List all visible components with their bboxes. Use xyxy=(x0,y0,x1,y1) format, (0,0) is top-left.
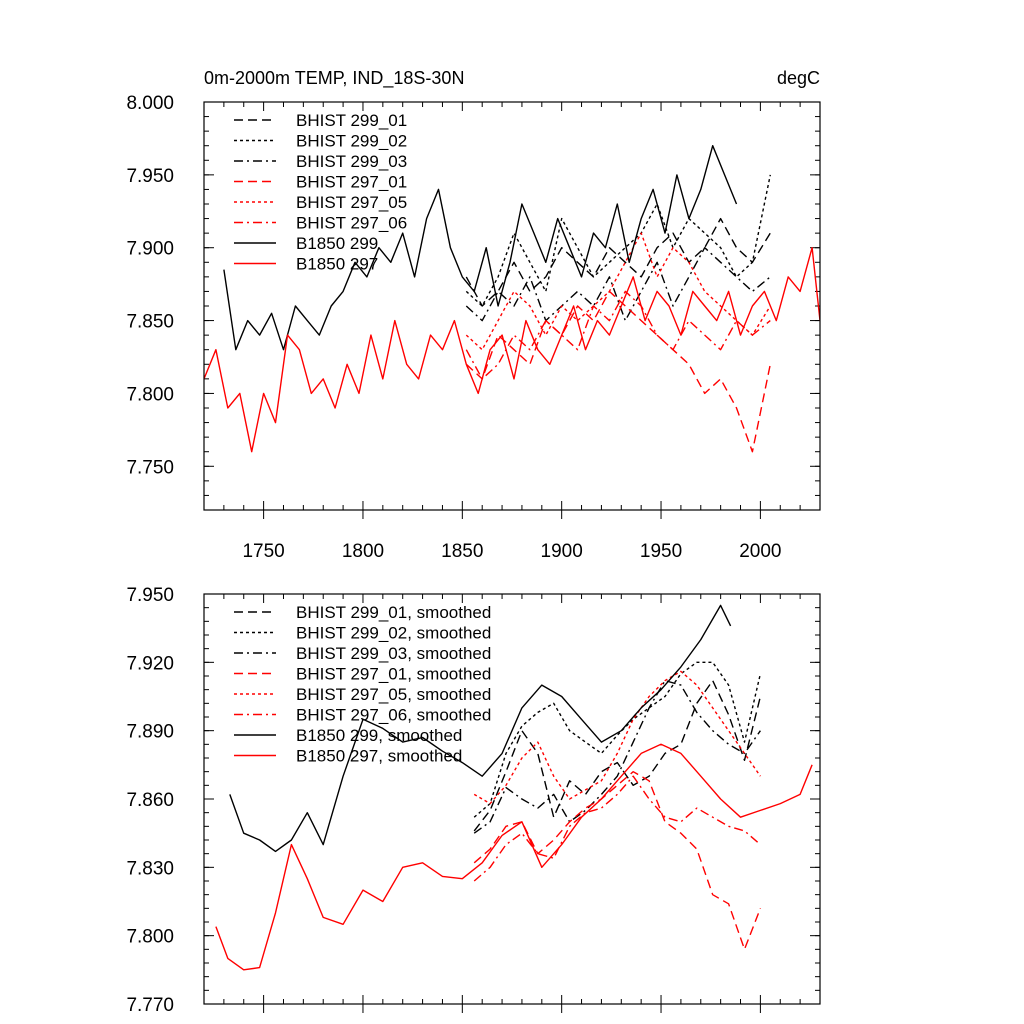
legend-label: BHIST 299_02, smoothed xyxy=(296,624,491,643)
series-group xyxy=(204,144,820,453)
series-line-5 xyxy=(473,775,761,882)
series-line-3 xyxy=(473,771,762,950)
y-tick-label: 7.950 xyxy=(126,166,174,187)
series-line-6 xyxy=(223,144,738,351)
x-tick-label: 1950 xyxy=(640,541,682,562)
plot-frame xyxy=(203,593,821,1005)
y-tick-label: 7.900 xyxy=(126,239,174,260)
series-line-4 xyxy=(465,232,771,351)
chart-units-label: degC xyxy=(777,68,820,88)
x-tick-label: 1850 xyxy=(441,541,483,562)
series-line-0 xyxy=(465,217,771,307)
legend-label: BHIST 299_02 xyxy=(296,132,407,151)
legend-label: BHIST 297_05, smoothed xyxy=(296,685,491,704)
x-tick-label: 1900 xyxy=(541,541,583,562)
y-tick-label: 7.850 xyxy=(126,312,174,333)
chart-title-left: 0m-2000m TEMP, IND_18S-30N xyxy=(204,68,464,89)
legend-label: BHIST 297_01 xyxy=(296,173,407,192)
series-line-6 xyxy=(229,604,732,853)
y-tick-label: 7.830 xyxy=(126,858,174,879)
legend-label: BHIST 297_06 xyxy=(296,214,407,233)
legend-label: B1850 299 xyxy=(296,234,378,253)
legend-label: BHIST 299_03, smoothed xyxy=(296,644,491,663)
series-line-3 xyxy=(465,290,771,453)
x-tick-label: 2000 xyxy=(739,541,781,562)
y-tick-label: 7.800 xyxy=(126,927,174,948)
plot-frame xyxy=(203,101,821,511)
y-tick-label: 7.950 xyxy=(126,585,174,606)
series-line-2 xyxy=(473,679,761,834)
series-line-1 xyxy=(473,661,762,818)
legend-label: B1850 297, smoothed xyxy=(296,747,462,766)
series-line-7 xyxy=(204,246,820,453)
y-tick-label: 7.750 xyxy=(126,457,174,478)
series-line-7 xyxy=(215,743,813,971)
series-line-0 xyxy=(473,679,762,832)
top-panel: 0m-2000m TEMP, IND_18S-30N degC 1750 1800 18… xyxy=(126,68,821,562)
y-tick-label: 7.770 xyxy=(126,995,174,1016)
bottom-panel: 7.770 7.800 7.830 7.860 7.890 7.920 7.950 BHIST… xyxy=(126,585,821,1016)
legend-label: BHIST 299_01 xyxy=(296,111,407,130)
legend-label: BHIST 297_01, smoothed xyxy=(296,665,491,684)
legend-label: B1850 299, smoothed xyxy=(296,726,462,745)
y-tick-label: 7.920 xyxy=(126,653,174,674)
x-tick-label: 1750 xyxy=(242,541,284,562)
legend-label: BHIST 297_05 xyxy=(296,193,407,212)
series-line-4 xyxy=(473,670,761,805)
y-tick-label: 7.890 xyxy=(126,722,174,743)
legend-label: BHIST 299_01, smoothed xyxy=(296,603,491,622)
legend-label: BHIST 297_06, smoothed xyxy=(296,706,491,725)
series-line-5 xyxy=(465,290,771,380)
y-tick-label: 7.860 xyxy=(126,790,174,811)
series-line-2 xyxy=(465,246,771,322)
y-tick-label: 7.800 xyxy=(126,384,174,405)
legend-label: BHIST 299_03 xyxy=(296,152,407,171)
x-tick-label: 1800 xyxy=(342,541,384,562)
legend-label: B1850 297 xyxy=(296,255,378,274)
series-line-1 xyxy=(465,174,771,307)
legend: BHIST 299_01, smoothed BHIST 299_02, smoo… xyxy=(234,603,491,766)
y-tick-label: 8.000 xyxy=(126,93,174,114)
series-group xyxy=(215,604,813,971)
